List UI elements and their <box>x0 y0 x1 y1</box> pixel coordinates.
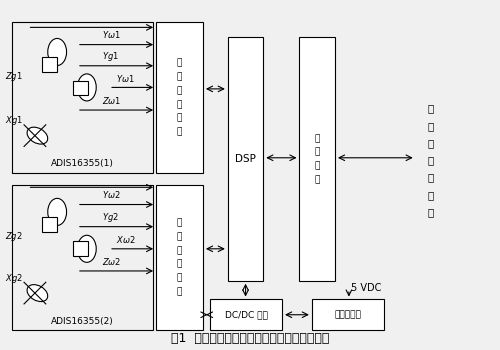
Ellipse shape <box>78 74 96 101</box>
Text: $Zg1$: $Zg1$ <box>5 70 23 83</box>
FancyBboxPatch shape <box>73 80 88 95</box>
Text: 号: 号 <box>177 232 182 241</box>
Text: 息: 息 <box>428 207 434 217</box>
Text: 信: 信 <box>177 218 182 228</box>
Ellipse shape <box>78 235 96 262</box>
Text: $Zg2$: $Zg2$ <box>5 230 23 243</box>
Text: $Y\omega1$: $Y\omega1$ <box>116 72 135 84</box>
Text: 接: 接 <box>314 161 320 170</box>
Ellipse shape <box>27 127 48 144</box>
Text: 调: 调 <box>177 86 182 95</box>
FancyBboxPatch shape <box>73 241 88 256</box>
Ellipse shape <box>48 38 66 65</box>
Text: $Z\omega1$: $Z\omega1$ <box>102 94 121 106</box>
Text: $Yg2$: $Yg2$ <box>102 211 118 224</box>
Text: ADIS16355(2): ADIS16355(2) <box>51 317 114 326</box>
Text: 理: 理 <box>177 260 182 269</box>
Text: 信: 信 <box>314 148 320 156</box>
Text: 信: 信 <box>177 58 182 68</box>
Text: $X\omega2$: $X\omega2$ <box>116 234 136 245</box>
FancyBboxPatch shape <box>156 22 203 173</box>
Text: 化: 化 <box>428 173 434 182</box>
Text: $Xg1$: $Xg1$ <box>5 114 23 127</box>
Text: $Z\omega2$: $Z\omega2$ <box>102 256 121 267</box>
FancyBboxPatch shape <box>210 300 282 330</box>
Text: 电: 电 <box>177 114 182 122</box>
Text: 姿: 姿 <box>428 104 434 113</box>
FancyBboxPatch shape <box>228 37 264 281</box>
Text: 图1  基于陀螺仪传感器的汽车姿态测量系统图: 图1 基于陀螺仪传感器的汽车姿态测量系统图 <box>171 332 329 345</box>
FancyBboxPatch shape <box>42 217 57 232</box>
Text: 5 VDC: 5 VDC <box>351 283 382 293</box>
Ellipse shape <box>48 198 66 225</box>
Ellipse shape <box>27 285 48 302</box>
Text: 角: 角 <box>428 138 434 148</box>
Text: $Y\omega2$: $Y\omega2$ <box>102 189 120 200</box>
Text: 电: 电 <box>177 274 182 282</box>
Text: 调: 调 <box>177 246 182 255</box>
Text: 态: 态 <box>428 121 434 131</box>
Text: $Xg2$: $Xg2$ <box>5 272 23 285</box>
FancyBboxPatch shape <box>156 185 203 330</box>
FancyBboxPatch shape <box>300 37 335 281</box>
Text: 通: 通 <box>314 134 320 143</box>
Text: 变: 变 <box>428 155 434 165</box>
Text: 信: 信 <box>428 190 434 200</box>
Text: 电源滤波器: 电源滤波器 <box>334 310 361 319</box>
Text: DC/DC 电源: DC/DC 电源 <box>225 310 268 319</box>
Text: $Y\omega1$: $Y\omega1$ <box>102 29 120 40</box>
Text: 口: 口 <box>314 175 320 184</box>
FancyBboxPatch shape <box>312 300 384 330</box>
Text: 路: 路 <box>177 287 182 296</box>
Text: $Yg1$: $Yg1$ <box>102 50 118 63</box>
Text: DSP: DSP <box>235 154 256 164</box>
Text: 号: 号 <box>177 72 182 81</box>
Text: 路: 路 <box>177 127 182 136</box>
Text: 理: 理 <box>177 100 182 109</box>
Text: ADIS16355(1): ADIS16355(1) <box>50 159 114 168</box>
FancyBboxPatch shape <box>42 57 57 72</box>
